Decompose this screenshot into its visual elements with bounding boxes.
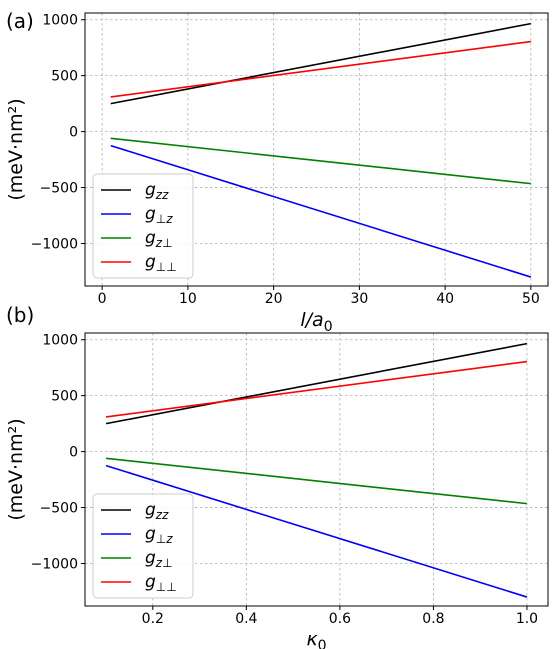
series-line-zx	[105, 457, 528, 505]
legend-entry: g⊥z	[145, 524, 173, 546]
y-tick-label: 1000	[42, 333, 78, 349]
chart-panel-b: 0.2 0.4 0.6 0.8 1.0 −1000 −500 0 500 1000 κ0 (meV·n…	[5, 303, 549, 649]
series-line-zz	[110, 22, 531, 105]
y-tick-label: 0	[69, 445, 78, 461]
panel-label: (b)	[6, 303, 34, 327]
y-tick-label: 1000	[42, 13, 78, 29]
y-tick-label: −500	[40, 501, 78, 517]
series-line-xx	[110, 40, 531, 98]
x-tick-label: 20	[265, 291, 283, 307]
chart-panel-a: 0 10 20 30 40 50 −1000 −500 0 500 1000 l/a0 (meV·nm²…	[5, 9, 549, 335]
y-tick-label: 500	[51, 69, 78, 85]
y-tick-label: −500	[40, 181, 78, 197]
x-tick-label: 40	[436, 291, 454, 307]
x-tick-label: 10	[179, 291, 197, 307]
x-axis-label: κ0	[306, 628, 326, 649]
x-tick-label: 0.2	[142, 611, 164, 627]
series-line-xx	[105, 360, 528, 418]
legend-entry: g⊥⊥	[145, 252, 177, 274]
x-tick-label: 50	[522, 291, 540, 307]
x-tick-label: 0.6	[329, 611, 351, 627]
legend-entry: gz⊥	[145, 228, 173, 250]
legend-box	[92, 493, 194, 599]
x-axis-label: l/a0	[300, 309, 332, 335]
x-tick-label: 0.8	[422, 611, 444, 627]
x-tick-label: 0	[98, 291, 107, 307]
axes-frame	[84, 12, 549, 287]
legend-entry: gzz	[145, 500, 169, 522]
y-axis-label: (meV·nm²)	[5, 418, 27, 520]
y-tick-label: −1000	[31, 556, 78, 572]
y-tick-label: −1000	[31, 236, 78, 252]
y-tick-label: 0	[69, 125, 78, 141]
legend-entry: g⊥⊥	[145, 572, 177, 594]
series-line-xz	[105, 464, 528, 598]
x-tick-label: 30	[350, 291, 368, 307]
x-tick-label: 0.4	[235, 611, 257, 627]
legend-entry: gzz	[145, 180, 169, 202]
legend-box	[92, 173, 194, 279]
x-tick-label: 1.0	[516, 611, 538, 627]
panel-label: (a)	[6, 9, 34, 33]
series-line-xz	[110, 144, 532, 278]
axes-frame	[84, 332, 549, 607]
legend-entry: g⊥z	[145, 204, 173, 226]
series-line-zz	[105, 342, 528, 425]
legend-entry: gz⊥	[145, 548, 173, 570]
y-axis-label: (meV·nm²)	[5, 98, 27, 200]
series-line-zx	[110, 137, 531, 185]
y-tick-label: 500	[51, 389, 78, 405]
